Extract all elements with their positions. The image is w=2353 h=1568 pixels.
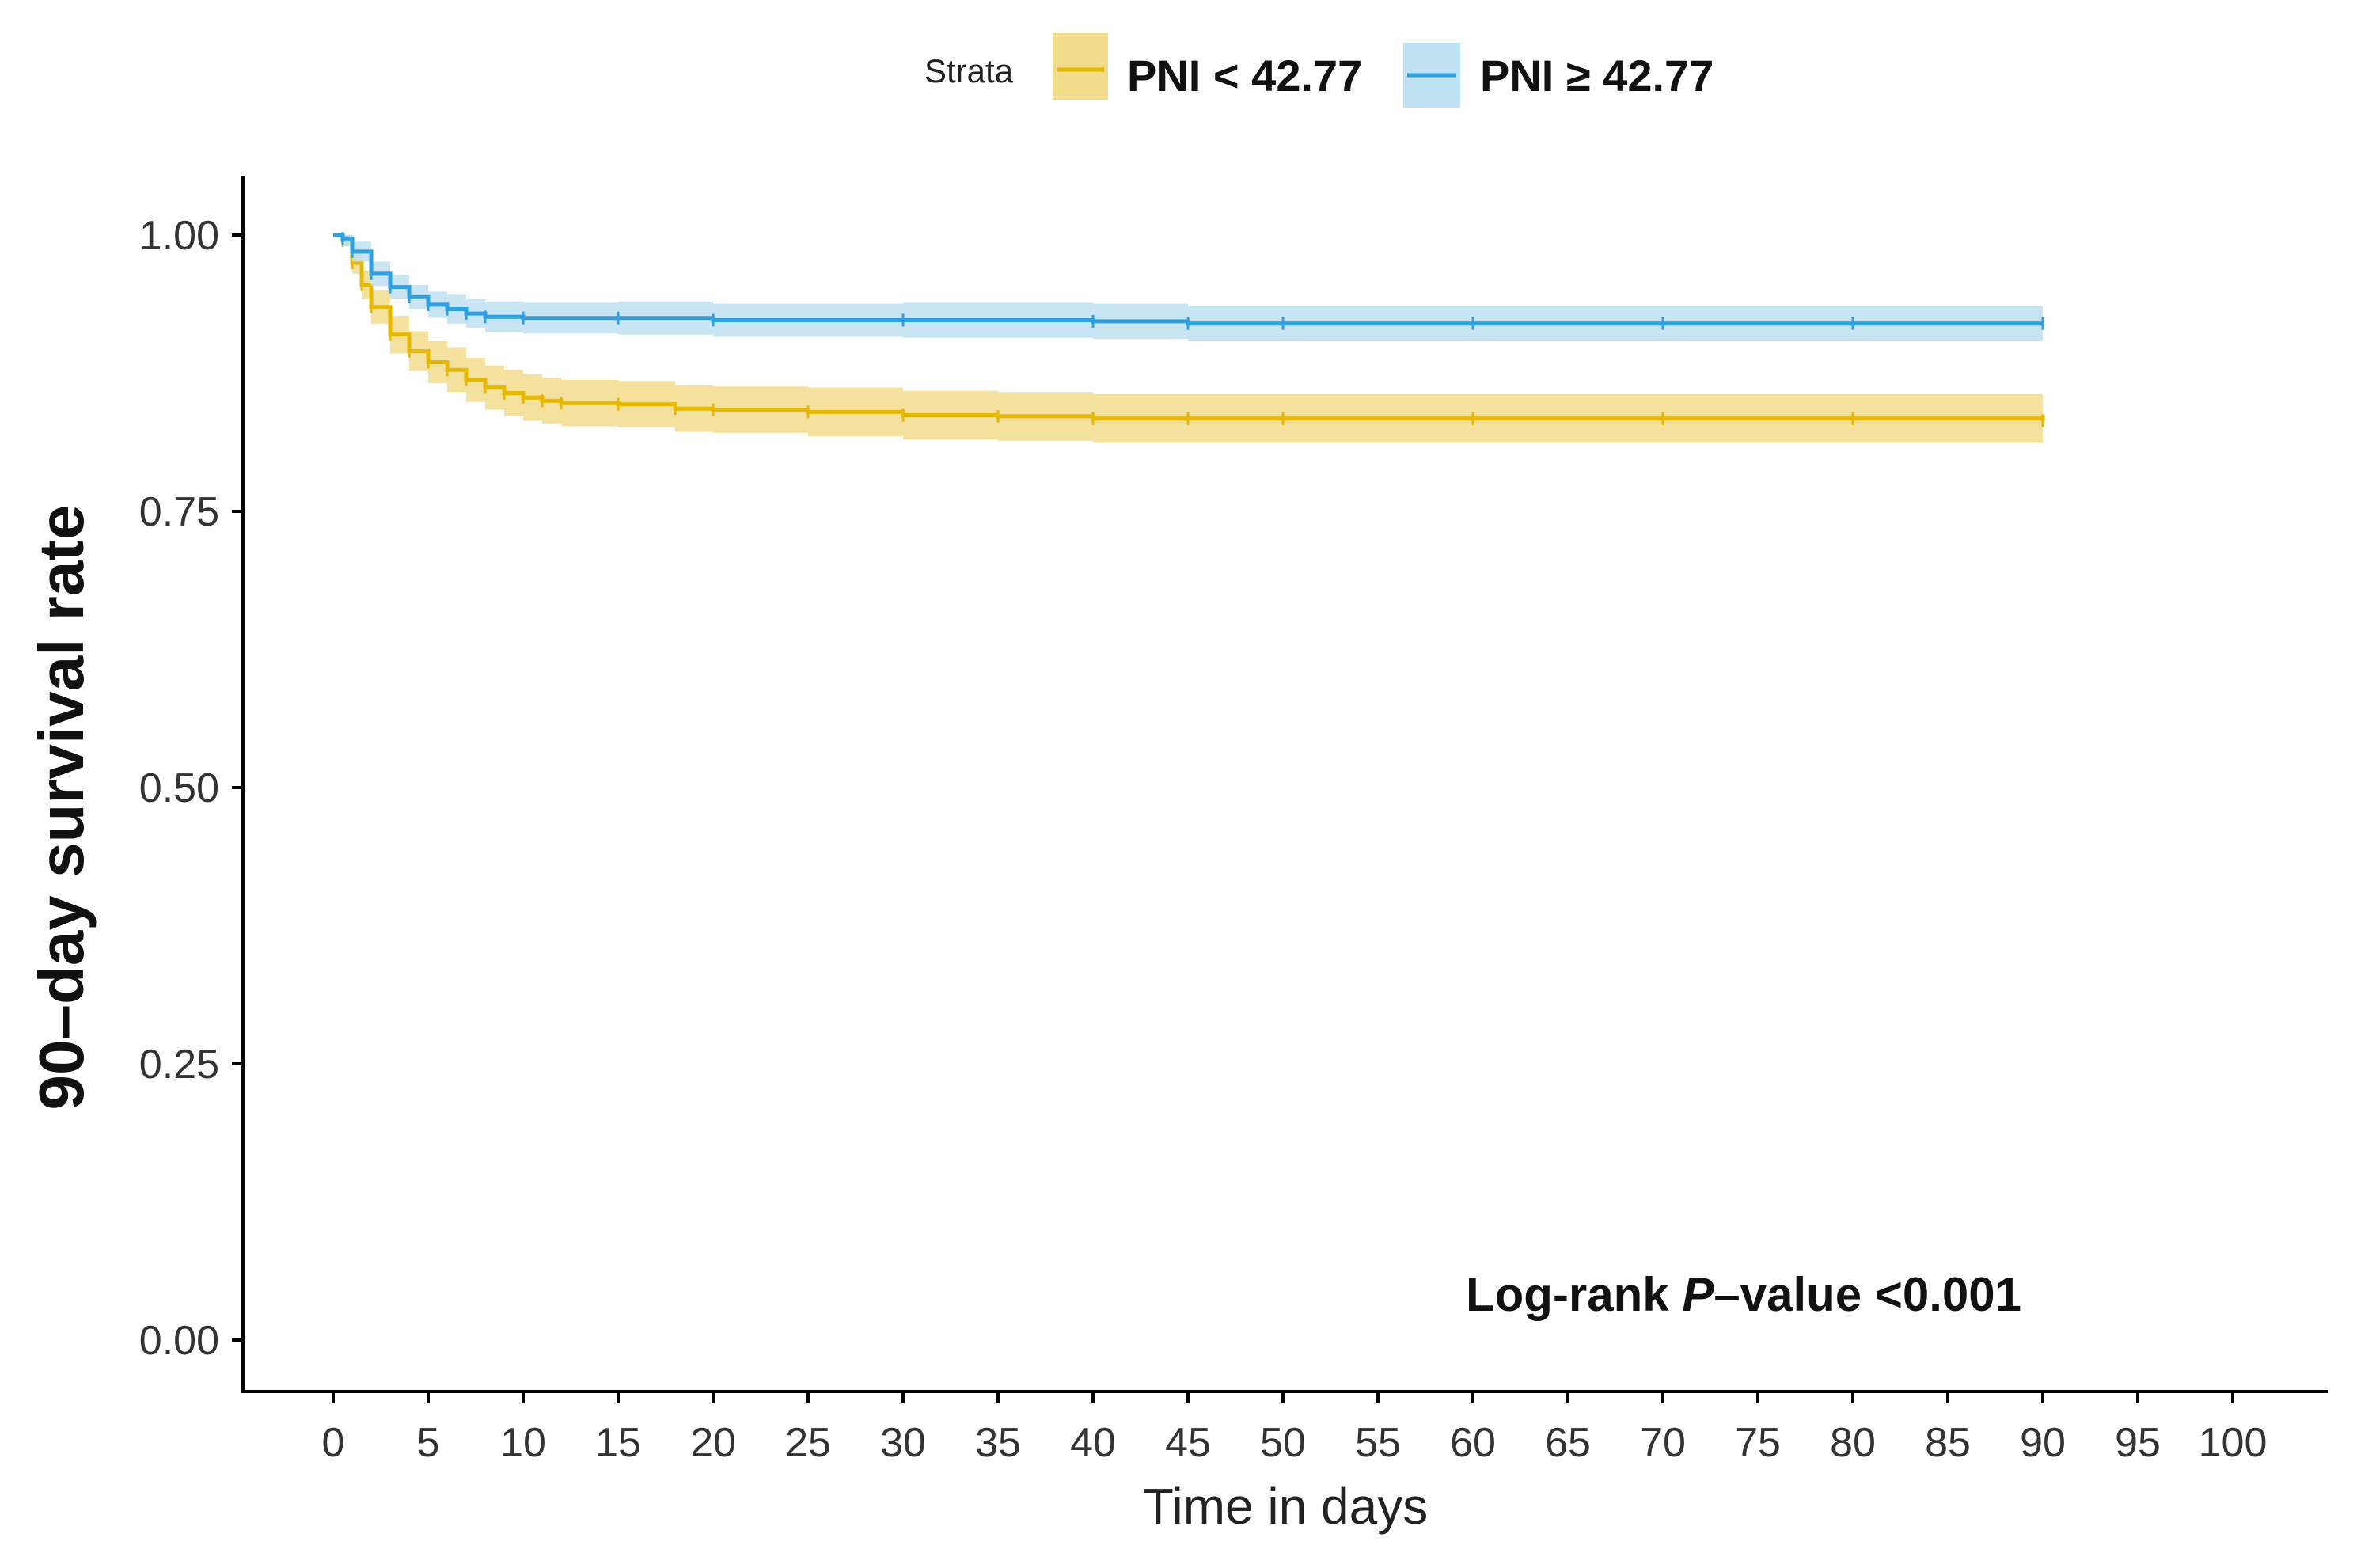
- confidence-band-pni-low: [333, 235, 2043, 446]
- legend-label-pni-high: PNI ≥ 42.77: [1480, 51, 1714, 101]
- log-rank-annotation: Log-rank P–value <0.001: [1466, 1268, 2021, 1321]
- legend: Strata PNI < 42.77 PNI ≥ 42.77: [924, 33, 1714, 108]
- x-tick-label: 35: [975, 1420, 1021, 1466]
- x-tick-label: 20: [690, 1420, 736, 1466]
- annotation-prefix: Log-rank: [1466, 1268, 1682, 1321]
- x-tick-label: 5: [417, 1420, 440, 1466]
- annotation-suffix: –value <0.001: [1714, 1268, 2021, 1321]
- x-tick-label: 25: [785, 1420, 831, 1466]
- legend-key-box-pni-low: [1053, 33, 1108, 100]
- x-tick-label: 0: [322, 1420, 345, 1466]
- x-tick-label: 95: [2115, 1420, 2161, 1466]
- x-tick-label: 10: [500, 1420, 546, 1466]
- x-tick-label: 75: [1735, 1420, 1781, 1466]
- x-tick-label: 30: [880, 1420, 926, 1466]
- x-tick-label: 85: [1925, 1420, 1971, 1466]
- x-tick-label: 15: [595, 1420, 641, 1466]
- x-tick-label: 60: [1450, 1420, 1496, 1466]
- y-axis-title: 90–day survival rate: [26, 505, 97, 1111]
- legend-label-pni-low: PNI < 42.77: [1127, 51, 1362, 101]
- confidence-band-pni-high: [333, 235, 2043, 341]
- annotation-italic-p: P: [1682, 1268, 1714, 1321]
- x-ticks: 0 5 10 15 20 25 30 35 40 45 50 55 60 65 70 75 80 85 90 95 10…: [322, 1391, 2268, 1466]
- y-tick-label: 0.75: [139, 489, 219, 535]
- y-tick-label: 1.00: [139, 213, 219, 259]
- y-ticks: 0.00 0.25 0.50 0.75 1.00: [139, 213, 243, 1364]
- series-layer: [333, 232, 2045, 446]
- censor-marks-pni-low: [341, 233, 2044, 427]
- x-tick-label: 55: [1355, 1420, 1401, 1466]
- x-tick-label: 65: [1545, 1420, 1591, 1466]
- x-axis-title: Time in days: [1143, 1478, 1428, 1535]
- legend-title: Strata: [924, 52, 1014, 89]
- x-tick-label: 100: [2199, 1420, 2268, 1466]
- survival-curve-pni-low: [333, 233, 2045, 421]
- censor-marks-pni-high: [341, 232, 2044, 330]
- x-tick-label: 70: [1640, 1420, 1686, 1466]
- y-tick-label: 0.25: [139, 1042, 219, 1088]
- x-tick-label: 45: [1165, 1420, 1211, 1466]
- x-tick-label: 80: [1830, 1420, 1876, 1466]
- y-tick-label: 0.00: [139, 1318, 219, 1364]
- y-tick-label: 0.50: [139, 765, 219, 811]
- x-tick-label: 90: [2020, 1420, 2066, 1466]
- x-tick-label: 50: [1260, 1420, 1306, 1466]
- x-tick-label: 40: [1070, 1420, 1116, 1466]
